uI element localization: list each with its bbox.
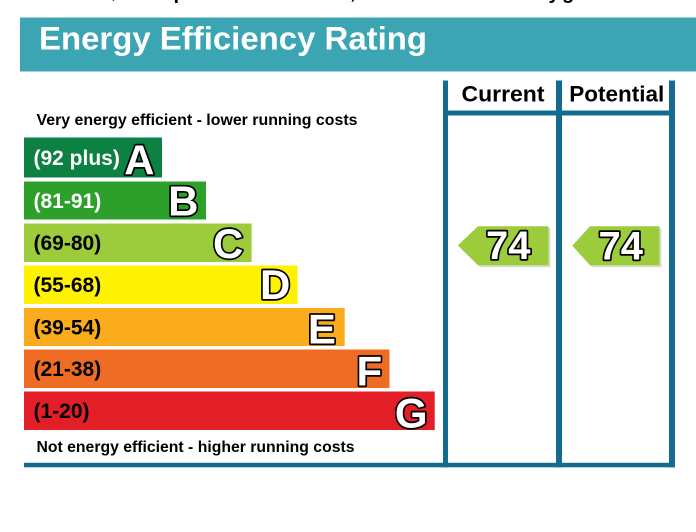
svg-text:(1-20): (1-20) [34,400,90,423]
svg-text:G: G [395,390,428,437]
svg-text:(21-38): (21-38) [34,358,102,381]
svg-text:D: D [260,261,290,308]
svg-text:,: , [112,0,116,3]
svg-text:(55-68): (55-68) [34,274,102,297]
svg-text:F: F [356,348,382,395]
svg-text:74: 74 [599,224,644,268]
svg-text:p: p [174,0,186,4]
svg-text:(92 plus): (92 plus) [34,147,120,170]
svg-text:Not energy efficient - higher: Not energy efficient - higher running co… [37,439,355,456]
svg-text:(69-80): (69-80) [34,232,102,255]
svg-text:E: E [308,306,336,353]
svg-text:Current: Current [462,82,546,107]
svg-text:C: C [213,220,243,267]
svg-text:Potential: Potential [569,82,664,107]
svg-text:(81-91): (81-91) [34,190,102,213]
svg-text:Very energy efficient - lower: Very energy efficient - lower running co… [37,112,358,129]
svg-text:g: g [562,0,574,4]
svg-text:A: A [124,137,154,184]
svg-text:74: 74 [486,224,531,268]
svg-text:(39-54): (39-54) [34,316,102,339]
svg-text:,: , [350,0,356,4]
svg-text:Energy Efficiency Rating: Energy Efficiency Rating [39,20,427,56]
svg-text:y: y [549,0,561,4]
svg-text:B: B [168,178,198,225]
